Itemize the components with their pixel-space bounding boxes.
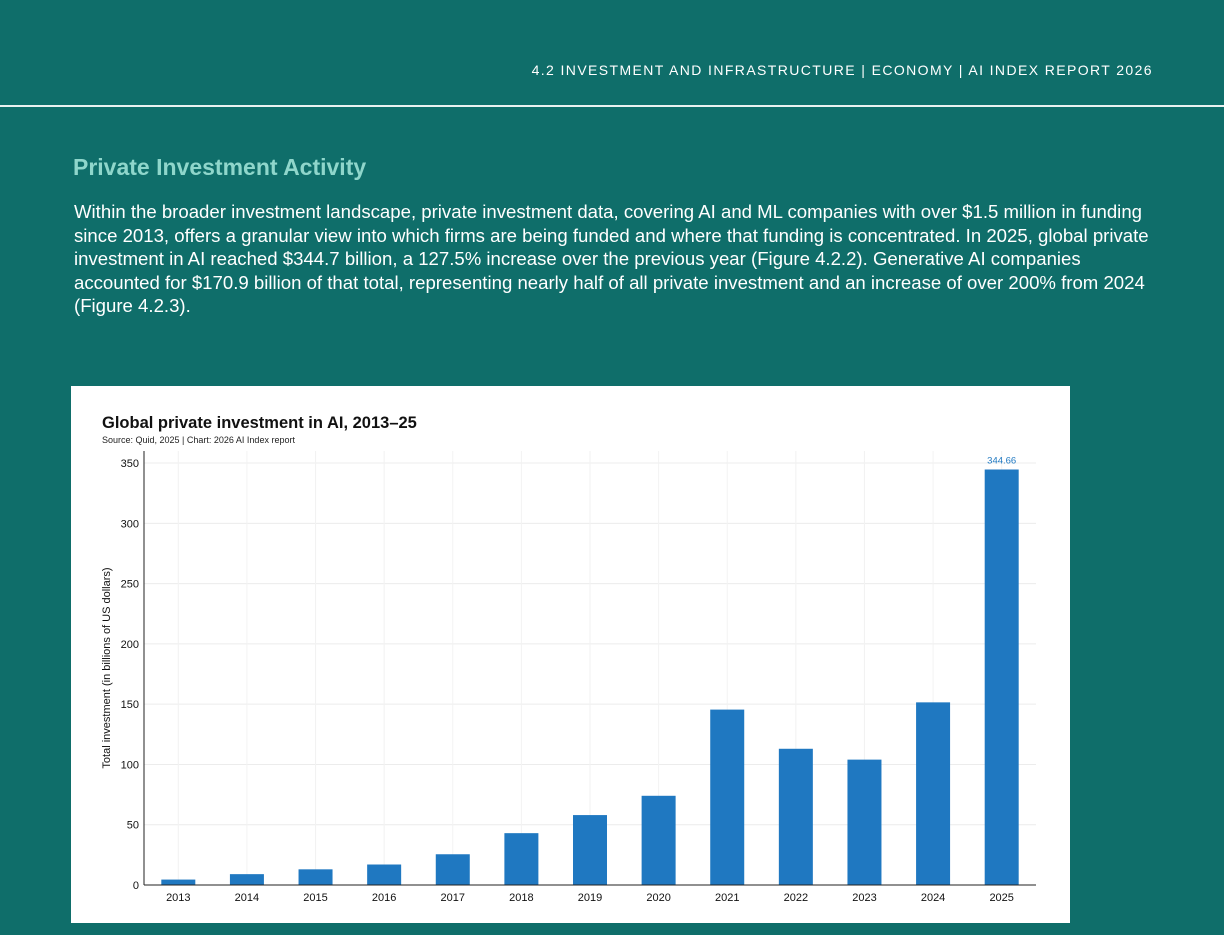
bar [847, 759, 882, 885]
bar-chart: 0 50 100 150 200 250 300 350 2013 2014 2015 2016 201… [101, 451, 1036, 904]
x-tick-label: 2014 [235, 892, 259, 904]
axes [143, 451, 1036, 886]
bar [298, 869, 333, 885]
x-tick-label: 2024 [921, 892, 945, 904]
chart-card: Global private investment in AI, 2013–25… [71, 386, 1070, 923]
body-paragraph: Within the broader investment landscape,… [74, 201, 1149, 317]
x-tick-label: 2021 [715, 892, 739, 904]
bars [161, 469, 1019, 885]
bar [573, 815, 607, 885]
y-axis-title: Total investment (in billions of US doll… [101, 567, 113, 768]
y-tick-label: 300 [121, 518, 139, 530]
data-label: 344.66 [987, 455, 1016, 466]
bar [161, 879, 196, 885]
y-tick-label: 50 [127, 820, 139, 832]
y-tick-label: 0 [133, 880, 139, 892]
x-tick-label: 2020 [646, 892, 670, 904]
x-tick-label: 2022 [784, 892, 808, 904]
chart-title: Global private investment in AI, 2013–25 [102, 414, 417, 432]
bar [641, 795, 676, 885]
bar [435, 854, 470, 885]
x-tick-label: 2023 [852, 892, 876, 904]
y-tick-label: 150 [121, 699, 139, 711]
bar [984, 469, 1019, 885]
x-tick-label: 2015 [303, 892, 327, 904]
x-tick-label: 2013 [166, 892, 190, 904]
labels: 0 50 100 150 200 250 300 350 2013 2014 2015 2016 201… [101, 455, 1016, 904]
x-tick-label: 2016 [372, 892, 396, 904]
bar [778, 748, 813, 885]
y-tick-label: 250 [121, 579, 139, 591]
chart-source: Source: Quid, 2025 | Chart: 2026 AI Inde… [102, 435, 295, 445]
bar [504, 833, 539, 885]
x-tick-label: 2018 [509, 892, 533, 904]
x-tick-label: 2017 [441, 892, 465, 904]
header-breadcrumb: 4.2 INVESTMENT AND INFRASTRUCTURE | ECON… [531, 62, 1153, 78]
y-tick-label: 200 [121, 639, 139, 651]
y-tick-label: 350 [121, 458, 139, 470]
x-tick-label: 2019 [578, 892, 602, 904]
bar [229, 874, 264, 885]
bar [367, 864, 402, 885]
bar [710, 709, 745, 885]
header-divider [0, 105, 1224, 107]
bar [916, 702, 951, 885]
x-tick-label: 2025 [989, 892, 1013, 904]
y-tick-label: 100 [121, 759, 139, 771]
section-title: Private Investment Activity [73, 154, 367, 180]
